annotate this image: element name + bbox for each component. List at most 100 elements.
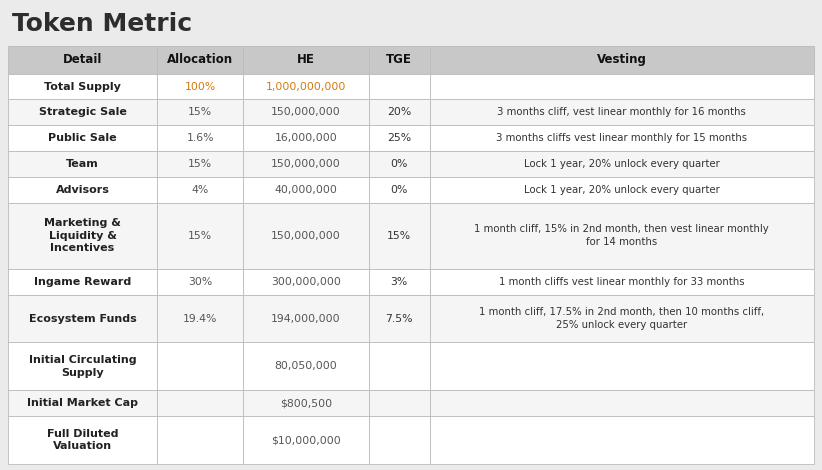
- Bar: [430, 46, 814, 74]
- Bar: [430, 125, 814, 151]
- Bar: [243, 74, 369, 99]
- Bar: [369, 46, 430, 74]
- Bar: [369, 74, 430, 99]
- Bar: [157, 125, 243, 151]
- Bar: [8, 343, 157, 391]
- Text: Lock 1 year, 20% unlock every quarter: Lock 1 year, 20% unlock every quarter: [524, 185, 720, 195]
- Bar: [430, 99, 814, 125]
- Text: 4%: 4%: [192, 185, 209, 195]
- Text: Allocation: Allocation: [167, 53, 233, 66]
- Bar: [157, 343, 243, 391]
- Bar: [8, 416, 157, 464]
- Bar: [430, 74, 814, 99]
- Text: 15%: 15%: [387, 231, 411, 241]
- Bar: [369, 151, 430, 177]
- Text: 0%: 0%: [390, 185, 408, 195]
- Text: 150,000,000: 150,000,000: [271, 107, 341, 118]
- Bar: [157, 99, 243, 125]
- Bar: [8, 125, 157, 151]
- Text: 19.4%: 19.4%: [183, 313, 217, 323]
- Text: HE: HE: [297, 53, 315, 66]
- Bar: [243, 99, 369, 125]
- Text: 150,000,000: 150,000,000: [271, 159, 341, 169]
- Text: 194,000,000: 194,000,000: [271, 313, 341, 323]
- Text: Strategic Sale: Strategic Sale: [39, 107, 127, 118]
- Bar: [157, 177, 243, 203]
- Text: 80,050,000: 80,050,000: [275, 361, 338, 371]
- Bar: [369, 391, 430, 416]
- Bar: [8, 391, 157, 416]
- Bar: [157, 269, 243, 295]
- Bar: [157, 391, 243, 416]
- Bar: [8, 177, 157, 203]
- Bar: [243, 343, 369, 391]
- Bar: [8, 151, 157, 177]
- Text: TGE: TGE: [386, 53, 412, 66]
- Text: Initial Circulating
Supply: Initial Circulating Supply: [29, 355, 136, 378]
- Text: Marketing &
Liquidity &
Incentives: Marketing & Liquidity & Incentives: [44, 218, 121, 253]
- Text: Full Diluted
Valuation: Full Diluted Valuation: [47, 429, 118, 452]
- Bar: [157, 295, 243, 343]
- Text: 3%: 3%: [390, 277, 408, 287]
- Bar: [157, 74, 243, 99]
- Text: 25%: 25%: [387, 133, 411, 143]
- Text: 30%: 30%: [188, 277, 212, 287]
- Text: 15%: 15%: [188, 107, 212, 118]
- Text: Token Metric: Token Metric: [12, 12, 192, 36]
- Text: 1 month cliff, 15% in 2nd month, then vest linear monthly
for 14 months: 1 month cliff, 15% in 2nd month, then ve…: [474, 224, 769, 247]
- Bar: [243, 46, 369, 74]
- Bar: [243, 151, 369, 177]
- Text: Total Supply: Total Supply: [44, 81, 121, 92]
- Text: Public Sale: Public Sale: [48, 133, 117, 143]
- Bar: [369, 203, 430, 269]
- Text: 16,000,000: 16,000,000: [275, 133, 338, 143]
- Bar: [8, 99, 157, 125]
- Text: $10,000,000: $10,000,000: [271, 435, 341, 445]
- Bar: [369, 177, 430, 203]
- Bar: [369, 99, 430, 125]
- Bar: [430, 343, 814, 391]
- Text: 3 months cliffs vest linear monthly for 15 months: 3 months cliffs vest linear monthly for …: [496, 133, 747, 143]
- Bar: [369, 343, 430, 391]
- Text: 1 month cliff, 17.5% in 2nd month, then 10 months cliff,
25% unlock every quarte: 1 month cliff, 17.5% in 2nd month, then …: [479, 307, 764, 330]
- Bar: [243, 295, 369, 343]
- Bar: [430, 177, 814, 203]
- Text: Initial Market Cap: Initial Market Cap: [27, 398, 138, 408]
- Bar: [8, 203, 157, 269]
- Text: Vesting: Vesting: [597, 53, 647, 66]
- Bar: [430, 416, 814, 464]
- Bar: [430, 151, 814, 177]
- Bar: [369, 295, 430, 343]
- Text: Ecosystem Funds: Ecosystem Funds: [29, 313, 136, 323]
- Text: 100%: 100%: [185, 81, 216, 92]
- Text: 15%: 15%: [188, 231, 212, 241]
- Text: 1,000,000,000: 1,000,000,000: [266, 81, 346, 92]
- Text: Advisors: Advisors: [56, 185, 109, 195]
- Bar: [157, 416, 243, 464]
- Bar: [157, 151, 243, 177]
- Text: 40,000,000: 40,000,000: [275, 185, 338, 195]
- Text: Detail: Detail: [62, 53, 102, 66]
- Text: 3 months cliff, vest linear monthly for 16 months: 3 months cliff, vest linear monthly for …: [497, 107, 746, 118]
- Bar: [243, 416, 369, 464]
- Bar: [8, 269, 157, 295]
- Text: 20%: 20%: [387, 107, 411, 118]
- Text: 300,000,000: 300,000,000: [271, 277, 341, 287]
- Text: 1 month cliffs vest linear monthly for 33 months: 1 month cliffs vest linear monthly for 3…: [499, 277, 745, 287]
- Bar: [369, 269, 430, 295]
- Text: Ingame Reward: Ingame Reward: [34, 277, 132, 287]
- Bar: [369, 125, 430, 151]
- Bar: [157, 203, 243, 269]
- Bar: [8, 295, 157, 343]
- Text: $800,500: $800,500: [280, 398, 332, 408]
- Bar: [430, 295, 814, 343]
- Bar: [430, 203, 814, 269]
- Text: Lock 1 year, 20% unlock every quarter: Lock 1 year, 20% unlock every quarter: [524, 159, 720, 169]
- Text: 1.6%: 1.6%: [187, 133, 214, 143]
- Bar: [369, 416, 430, 464]
- Bar: [430, 391, 814, 416]
- Bar: [243, 125, 369, 151]
- Bar: [243, 203, 369, 269]
- Bar: [8, 46, 157, 74]
- Text: 7.5%: 7.5%: [386, 313, 413, 323]
